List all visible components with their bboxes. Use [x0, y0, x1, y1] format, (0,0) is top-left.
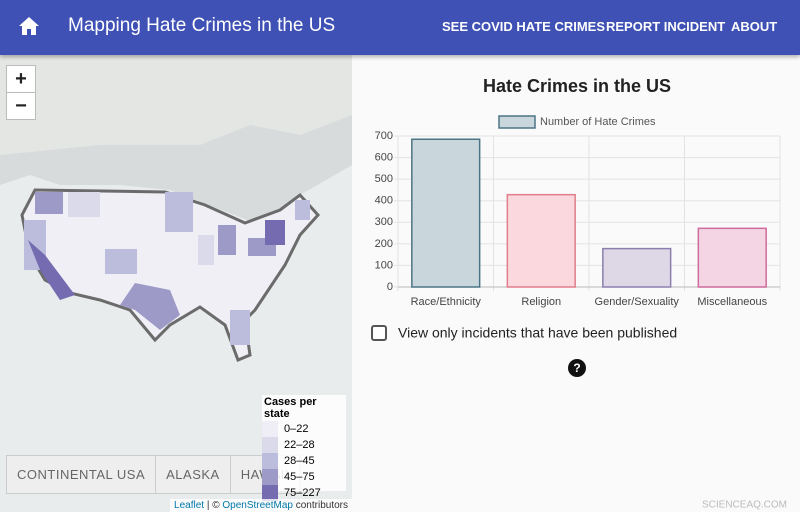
attribution: Leaflet | © OpenStreetMap contributors: [170, 499, 352, 512]
region-button[interactable]: CONTINENTAL USA: [7, 456, 157, 493]
legend-label: 75–227: [284, 487, 321, 499]
legend-label: 28–45: [284, 455, 315, 467]
legend-item: 0–22: [262, 421, 346, 437]
y-tick-label: 300: [375, 216, 393, 228]
bar: [506, 193, 576, 288]
y-tick-label: 700: [375, 130, 393, 142]
app-title: Mapping Hate Crimes in the US: [68, 15, 336, 36]
legend-label: 22–28: [284, 439, 315, 451]
legend-item: 45–75: [262, 469, 346, 485]
x-tick-label: Race/Ethnicity: [411, 296, 482, 308]
checkbox-label[interactable]: View only incidents that have been publi…: [398, 325, 677, 341]
help-icon[interactable]: [568, 359, 586, 377]
legend-label: Number of Hate Crimes: [540, 116, 656, 128]
y-tick-label: 400: [375, 195, 393, 207]
legend-label: 45–75: [284, 471, 315, 483]
map[interactable]: + − CONTINENTAL USA ALASKA HAWAII Cases …: [0, 55, 352, 512]
zoom-out[interactable]: −: [6, 92, 36, 120]
legend-swatch: [262, 485, 278, 501]
y-tick-label: 600: [375, 151, 393, 163]
legend-swatch: [262, 437, 278, 453]
link[interactable]: Leaflet: [174, 500, 205, 511]
map-legend: Cases per state 0–22 22–28 28–45 45–75 75–22…: [262, 395, 346, 501]
app-bar: Mapping Hate Crimes in the US SEE COVID …: [0, 0, 800, 55]
link[interactable]: OpenStreetMap: [222, 500, 293, 511]
nav-link[interactable]: SEE COVID HATE CRIMES: [442, 19, 606, 34]
zoom-in[interactable]: +: [6, 65, 36, 93]
legend-label: 0–22: [284, 423, 309, 435]
legend-item: 75–227: [262, 485, 346, 501]
legend-item: 22–28: [262, 437, 346, 453]
region-button[interactable]: ALASKA: [156, 456, 231, 493]
bar: [602, 247, 672, 288]
bar: [697, 227, 767, 288]
text: | ©: [206, 500, 220, 511]
x-tick-label: Gender/Sexuality: [595, 296, 680, 308]
watermark: SCIENCEAQ.COM: [702, 500, 787, 511]
help-icon-text[interactable]: ?: [573, 361, 580, 375]
x-tick-label: Religion: [521, 296, 561, 308]
legend-title: Cases per state: [264, 396, 317, 420]
bar: [411, 138, 481, 288]
y-tick-label: 500: [375, 173, 393, 185]
nav-link[interactable]: ABOUT: [731, 19, 778, 34]
region-buttons: CONTINENTAL USA ALASKA HAWAII: [6, 455, 301, 494]
map-tiles: [0, 55, 352, 512]
x-tick-label: Miscellaneous: [697, 296, 767, 308]
y-tick-label: 100: [375, 259, 393, 271]
chart-title: Hate Crimes in the US: [483, 76, 671, 96]
legend-swatch: [498, 115, 536, 129]
nav-link[interactable]: REPORT INCIDENT: [606, 19, 726, 34]
legend-swatch: [262, 453, 278, 469]
checkbox[interactable]: [371, 325, 387, 341]
home-icon[interactable]: [18, 16, 40, 36]
legend-swatch: [262, 421, 278, 437]
y-tick-label: 200: [375, 238, 393, 250]
chart: Hate Crimes in the US View only incident…: [371, 76, 787, 511]
text: contributors: [295, 500, 348, 511]
y-tick-label: 0: [387, 281, 393, 293]
legend-swatch: [262, 469, 278, 485]
legend-item: 28–45: [262, 453, 346, 469]
